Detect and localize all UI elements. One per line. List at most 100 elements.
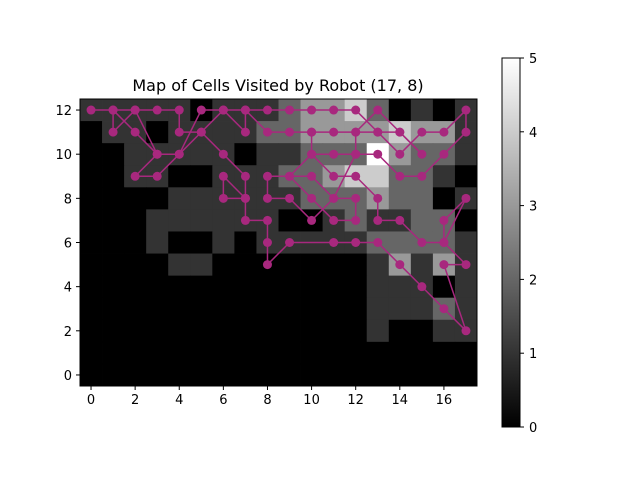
colorbar [501, 57, 521, 428]
path-segment [134, 109, 158, 155]
heatmap-cell [190, 209, 213, 232]
heatmap-cell [168, 165, 191, 188]
x-tick-label: 4 [175, 393, 183, 408]
colorbar-tick-label: 2 [529, 273, 537, 288]
path-point [130, 171, 140, 181]
heatmap-cell [454, 209, 478, 232]
heatmap-cell [80, 253, 103, 277]
heatmap-cell [432, 99, 456, 122]
heatmap-cell [212, 341, 235, 365]
heatmap-cell [256, 363, 279, 387]
y-tick-label: 6 [64, 237, 72, 252]
heatmap-cell [102, 297, 125, 321]
heatmap-cell [168, 341, 191, 365]
path-point [262, 171, 272, 181]
heatmap-cell [124, 297, 147, 321]
path-segment [244, 109, 269, 133]
path-point [439, 304, 449, 314]
path-point [218, 105, 228, 115]
path-segment [200, 131, 224, 155]
x-tick-label: 0 [87, 393, 95, 408]
heatmap-cell [168, 297, 191, 321]
heatmap-cell [146, 231, 169, 254]
heatmap-cell [80, 187, 103, 210]
heatmap-cell [366, 253, 390, 277]
path-point [373, 193, 383, 203]
path-point [262, 260, 272, 270]
path-segment [332, 153, 357, 199]
path-segment [443, 264, 467, 332]
heatmap-cell [410, 209, 434, 232]
heatmap-cell [410, 187, 434, 210]
heatmap-cell [212, 297, 235, 321]
heatmap-cell [256, 341, 279, 365]
path-segment [399, 131, 423, 155]
path-point [262, 127, 272, 137]
heatmap-cell [388, 99, 412, 122]
heatmap-cell [102, 363, 125, 387]
heatmap-cell [278, 209, 301, 232]
path-segment [399, 264, 423, 288]
heatmap-cell [146, 209, 169, 232]
path-segment [178, 131, 202, 155]
path-point [174, 105, 184, 115]
heatmap-cell [432, 341, 456, 365]
x-tick-label: 6 [219, 393, 227, 408]
path-point [307, 127, 317, 137]
colorbar-tick-label: 4 [529, 126, 537, 141]
path-point [240, 105, 250, 115]
path-segment [377, 241, 401, 266]
path-point [329, 193, 339, 203]
path-point [152, 171, 162, 181]
heatmap-cell [124, 187, 147, 210]
heatmap-cell [388, 231, 412, 254]
robot-path-points [86, 105, 471, 336]
heatmap-cell [388, 187, 412, 210]
path-point [351, 193, 361, 203]
path-point [439, 238, 449, 247]
heatmap-cell [454, 363, 478, 387]
heatmap-cell [256, 275, 279, 299]
y-tick-label: 10 [55, 148, 72, 163]
path-point [351, 238, 361, 247]
x-axis: 0 2 4 6 8 10 12 14 16 [87, 386, 452, 408]
y-tick-label: 8 [64, 192, 72, 207]
heatmap-cell [102, 341, 125, 365]
path-point [240, 193, 250, 203]
heatmap-cell [102, 209, 125, 232]
path-point [395, 215, 405, 225]
path-point [439, 149, 449, 159]
path-point [174, 149, 184, 159]
heatmap-cell [190, 341, 213, 365]
path-segment [377, 131, 401, 155]
heatmap-cell [190, 187, 213, 210]
heatmap-cell [454, 143, 478, 166]
path-point [351, 171, 361, 181]
heatmap-cell [212, 231, 235, 254]
heatmap-cell [454, 231, 478, 254]
path-segment [222, 109, 246, 133]
heatmap-cell [300, 297, 324, 321]
heatmap-cell [190, 253, 213, 277]
heatmap-cell [124, 143, 147, 166]
heatmap-cell [388, 319, 412, 343]
heatmap-cell [388, 275, 412, 299]
path-segment [443, 198, 467, 243]
colorbar-axis: 0 1 2 3 4 5 [520, 52, 537, 436]
heatmap-cell [102, 231, 125, 254]
heatmap-cell [190, 297, 213, 321]
path-point [108, 127, 118, 137]
heatmap-cell [344, 275, 368, 299]
path-point [439, 215, 449, 225]
path-segment [421, 153, 445, 177]
path-point [417, 149, 427, 159]
path-point [373, 215, 383, 225]
heatmap-cell [278, 143, 301, 166]
heatmap-cell [234, 319, 257, 343]
path-segment [399, 219, 423, 244]
path-point [307, 193, 317, 203]
path-point [329, 238, 339, 247]
path-point [174, 127, 184, 137]
heatmap-cell [124, 231, 147, 254]
